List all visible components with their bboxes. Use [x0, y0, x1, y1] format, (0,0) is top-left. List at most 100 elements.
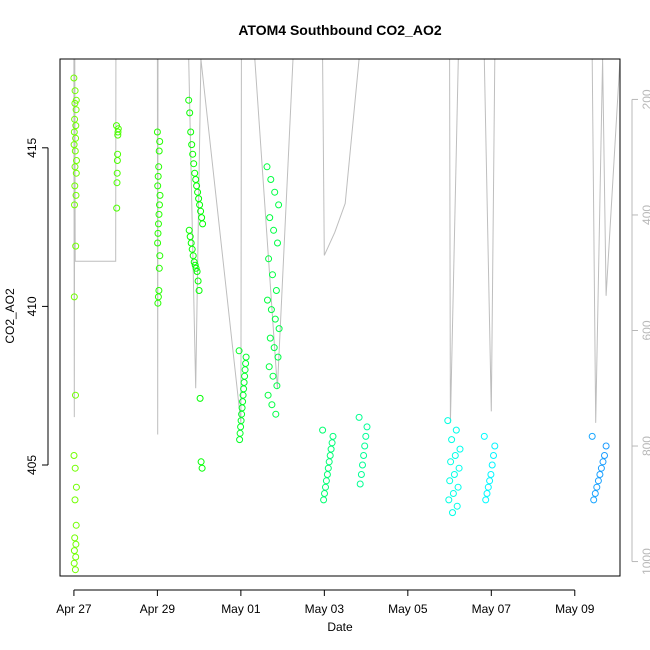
data-point	[593, 483, 601, 491]
data-point	[154, 293, 162, 301]
data-point	[597, 464, 605, 472]
data-point	[113, 169, 121, 177]
data-point	[155, 264, 163, 272]
x-tick-label: May 07	[472, 602, 512, 616]
data-point	[264, 391, 272, 399]
y2-tick-label: 800	[640, 436, 650, 456]
data-point	[154, 182, 162, 190]
data-point	[264, 296, 271, 304]
data-point	[273, 382, 281, 390]
data-point	[70, 547, 78, 555]
data-point	[71, 201, 78, 209]
data-point	[270, 226, 278, 234]
data-point	[356, 480, 364, 488]
data-point	[70, 452, 78, 459]
data-point	[155, 287, 163, 294]
data-point	[72, 106, 80, 114]
data-point	[155, 163, 163, 171]
data-point	[319, 426, 327, 434]
data-point	[70, 293, 78, 301]
data-point	[241, 366, 249, 374]
data-point	[326, 452, 334, 459]
data-point	[266, 214, 274, 222]
data-point	[72, 96, 80, 104]
data-point	[596, 471, 604, 478]
data-point	[590, 496, 598, 504]
data-point	[486, 477, 494, 485]
data-point	[240, 385, 248, 393]
data-point	[70, 559, 78, 567]
data-point	[187, 239, 195, 247]
data-point	[71, 566, 79, 574]
data-point	[191, 261, 199, 269]
data-points	[70, 74, 610, 574]
data-point	[238, 404, 246, 412]
data-point	[189, 150, 197, 158]
data-point	[113, 179, 121, 187]
data-point	[199, 220, 207, 228]
data-point	[240, 379, 248, 386]
y2-tick-label: 1000	[640, 548, 650, 575]
data-point	[114, 131, 122, 139]
data-point	[241, 372, 249, 380]
data-point	[444, 417, 452, 425]
data-point	[320, 496, 328, 504]
data-point	[71, 115, 79, 123]
data-point	[188, 141, 196, 149]
data-point	[72, 191, 80, 199]
data-point	[456, 445, 464, 453]
data-point	[156, 252, 164, 260]
data-point	[325, 458, 333, 466]
data-point	[588, 432, 596, 440]
data-point	[198, 214, 206, 222]
data-point	[185, 226, 193, 234]
data-point	[190, 160, 198, 168]
data-point	[70, 128, 78, 136]
data-point	[192, 176, 200, 183]
data-point	[487, 471, 495, 478]
data-point	[451, 452, 459, 459]
y-axis-title: CO2_AO2	[3, 288, 17, 344]
data-point	[482, 496, 490, 504]
data-point	[72, 391, 79, 399]
data-point	[72, 521, 80, 529]
data-point	[483, 490, 491, 497]
x-tick-label: May 05	[388, 602, 428, 616]
data-point	[268, 401, 276, 409]
data-point	[153, 128, 161, 136]
data-point	[490, 452, 497, 459]
data-point	[484, 483, 492, 491]
data-point	[72, 540, 80, 548]
data-point	[156, 138, 164, 145]
data-point	[236, 429, 244, 437]
x-tick-label: May 01	[221, 602, 261, 616]
data-point	[155, 220, 162, 228]
data-point	[196, 201, 204, 209]
data-point	[454, 483, 462, 491]
data-point	[72, 169, 80, 177]
data-point	[188, 245, 196, 253]
data-point	[193, 268, 201, 275]
data-point	[274, 239, 281, 247]
data-point	[72, 122, 80, 130]
data-point	[186, 233, 194, 241]
data-point	[71, 496, 79, 504]
data-point	[329, 432, 337, 440]
x-tick-label: May 03	[305, 602, 345, 616]
baseline-trace	[60, 58, 621, 435]
data-point	[266, 334, 274, 342]
x-axis-title: Date	[327, 620, 353, 634]
data-point	[242, 360, 250, 367]
y-tick-label: 410	[25, 296, 39, 316]
data-point	[154, 239, 162, 247]
data-point	[71, 534, 79, 542]
data-point	[242, 353, 250, 361]
data-point	[450, 471, 458, 478]
data-point	[186, 109, 194, 117]
data-point	[71, 147, 79, 155]
data-point	[327, 445, 335, 453]
data-point	[269, 271, 276, 279]
data-point	[271, 315, 279, 323]
data-point	[71, 163, 79, 171]
